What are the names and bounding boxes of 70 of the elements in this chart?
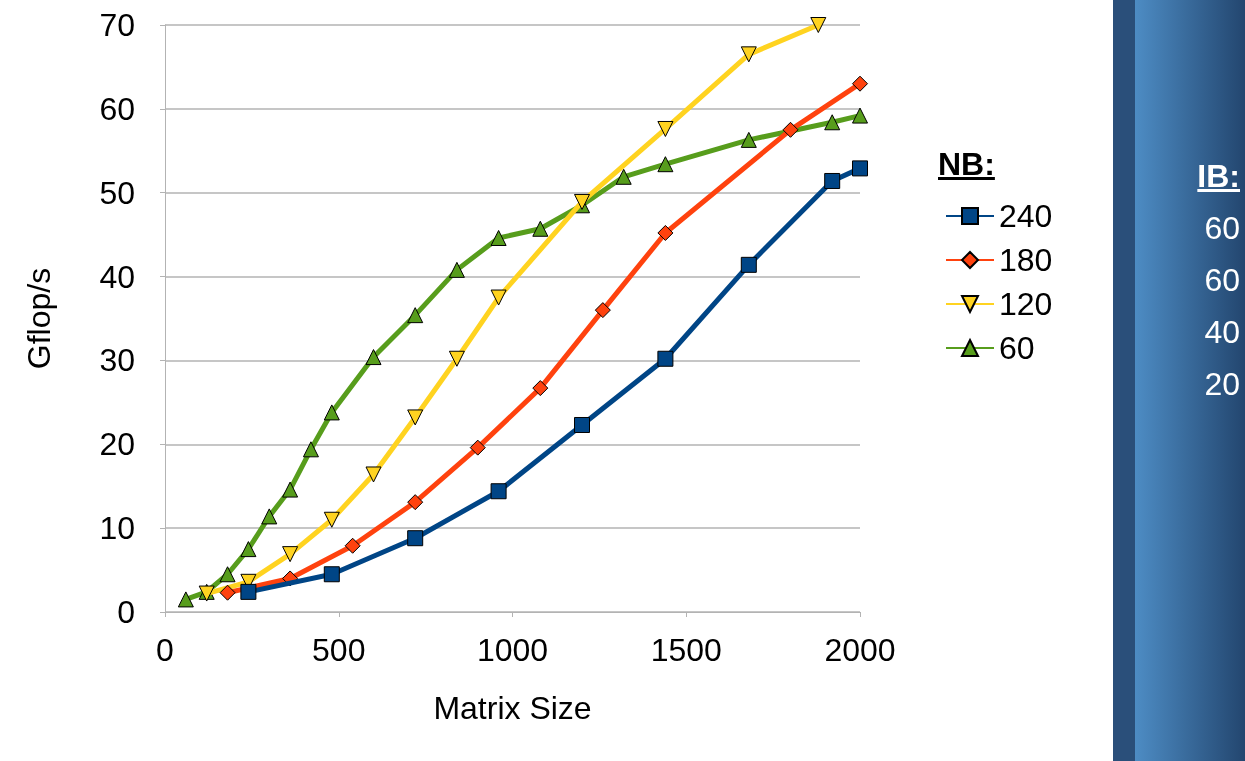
- point: [177, 591, 194, 608]
- y-tick-label: 70: [99, 7, 135, 43]
- point: [323, 404, 340, 421]
- point: [302, 441, 319, 458]
- point: [490, 483, 507, 500]
- legend-label: 60: [999, 330, 1035, 366]
- point: [574, 193, 590, 210]
- point: [782, 121, 799, 138]
- point: [810, 17, 827, 33]
- point: [469, 439, 486, 456]
- point: [344, 537, 361, 554]
- point: [657, 156, 674, 173]
- y-tick-label: 20: [99, 426, 135, 463]
- point: [740, 256, 757, 273]
- point: [532, 220, 549, 237]
- point: [407, 409, 424, 426]
- x-tick-label: 500: [312, 632, 366, 668]
- point: [852, 75, 868, 92]
- point: [323, 566, 340, 583]
- y-tick-label: 60: [99, 90, 135, 127]
- y-tick-label: 0: [117, 594, 135, 630]
- y-tick-label: 30: [99, 342, 135, 379]
- point: [282, 546, 299, 563]
- point: [282, 481, 299, 498]
- point: [852, 107, 868, 124]
- legend-label: 240: [999, 198, 1053, 234]
- legend-label: 180: [999, 242, 1053, 278]
- point: [448, 261, 465, 278]
- point: [407, 494, 424, 511]
- point: [657, 120, 674, 137]
- point: [261, 508, 278, 525]
- point: [852, 160, 868, 177]
- point: [219, 584, 236, 601]
- point: [657, 224, 674, 241]
- point: [219, 566, 236, 583]
- point: [490, 230, 507, 246]
- text: 20: [1203, 365, 1240, 404]
- legend-title: NB:: [938, 146, 995, 183]
- point: [532, 380, 549, 397]
- point: [240, 541, 257, 558]
- text: 40: [1203, 313, 1240, 352]
- x-tick-label: 1000: [476, 632, 549, 668]
- y-axis-title: Gflop/s: [21, 267, 57, 370]
- point: [323, 511, 340, 528]
- point: [740, 46, 757, 63]
- text: IB:: [1196, 157, 1240, 196]
- point: [574, 417, 590, 433]
- text: 60: [1203, 261, 1240, 300]
- x-tick-label: 2000: [824, 632, 896, 668]
- point: [407, 530, 424, 547]
- point: [240, 583, 257, 600]
- point: [594, 302, 611, 319]
- x-tick-label: 1500: [650, 632, 722, 668]
- y-tick-label: 40: [99, 258, 135, 295]
- point: [365, 349, 382, 366]
- y-tick-label: 10: [99, 510, 135, 547]
- text: 60: [1203, 209, 1240, 248]
- x-tick-label: 0: [156, 632, 174, 668]
- point: [365, 466, 382, 483]
- x-axis-title: Matrix Size: [433, 690, 592, 726]
- y-tick-label: 50: [99, 174, 135, 211]
- point: [824, 114, 841, 131]
- point: [490, 289, 507, 306]
- point: [824, 172, 841, 189]
- point: [615, 168, 632, 185]
- legend-label: 120: [999, 286, 1053, 322]
- point: [407, 307, 424, 324]
- point: [740, 131, 757, 148]
- point: [657, 350, 674, 367]
- point: [448, 350, 465, 367]
